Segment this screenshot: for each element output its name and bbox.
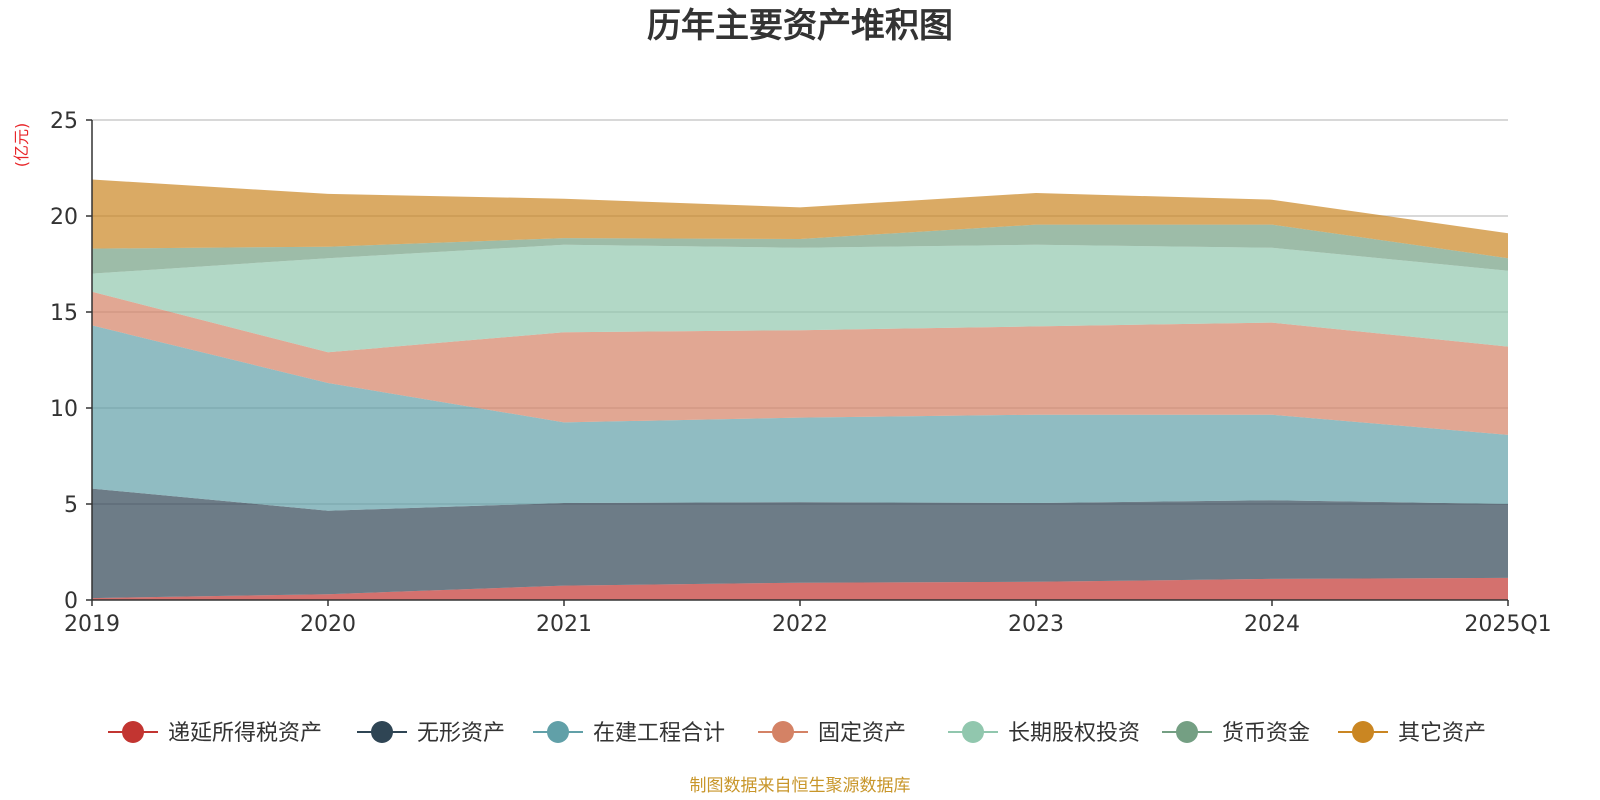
y-tick-label: 15 xyxy=(50,301,78,326)
legend-label: 固定资产 xyxy=(818,721,906,746)
legend-item-7[interactable]: 其它资产 xyxy=(1338,721,1486,746)
legend-label: 其它资产 xyxy=(1398,721,1486,746)
area-series-7[interactable] xyxy=(92,179,1508,259)
legend-item-3[interactable]: 在建工程合计 xyxy=(533,721,725,746)
area-series-3[interactable] xyxy=(92,325,1508,511)
legend-item-5[interactable]: 长期股权投资 xyxy=(948,721,1140,746)
legend-item-4[interactable]: 固定资产 xyxy=(758,721,906,746)
data-source-note: 制图数据来自恒生聚源数据库 xyxy=(690,776,911,796)
x-tick-label: 2022 xyxy=(772,612,828,637)
legend-label: 长期股权投资 xyxy=(1008,721,1140,746)
area-series-5[interactable] xyxy=(92,244,1508,353)
legend-label: 货币资金 xyxy=(1222,721,1310,746)
y-tick-label: 10 xyxy=(50,397,78,422)
area-series-2[interactable] xyxy=(92,488,1508,599)
x-tick-label: 2023 xyxy=(1008,612,1064,637)
legend-marker xyxy=(547,721,569,743)
chart-title: 历年主要资产堆积图 xyxy=(647,6,953,46)
area-series-1[interactable] xyxy=(92,577,1508,600)
x-tick-label: 2025Q1 xyxy=(1464,612,1551,637)
legend-marker xyxy=(1176,721,1198,743)
axes: 0 5 10 15 20 25 2019 2020 2021 2022 2023 2024 2025Q1 xyxy=(50,109,1552,637)
y-tick-label: 5 xyxy=(64,493,78,518)
legend-label: 在建工程合计 xyxy=(593,721,725,746)
x-tick-label: 2020 xyxy=(300,612,356,637)
legend[interactable]: 递延所得税资产 无形资产 在建工程合计 固定资产 长期股权投资 货币资金 其它资产 xyxy=(108,721,1486,746)
legend-marker xyxy=(772,721,794,743)
legend-marker xyxy=(962,721,984,743)
area-series xyxy=(92,179,1508,600)
y-tick-label: 20 xyxy=(50,205,78,230)
y-tick-label: 0 xyxy=(64,589,78,614)
y-unit-label: (亿元) xyxy=(12,123,31,168)
legend-item-1[interactable]: 递延所得税资产 xyxy=(108,721,322,746)
legend-marker xyxy=(122,721,144,743)
legend-marker xyxy=(1352,721,1374,743)
legend-item-6[interactable]: 货币资金 xyxy=(1162,721,1310,746)
y-tick-label: 25 xyxy=(50,109,78,134)
legend-label: 无形资产 xyxy=(417,721,505,746)
area-series-4[interactable] xyxy=(92,291,1508,435)
x-tick-label: 2024 xyxy=(1244,612,1300,637)
legend-label: 递延所得税资产 xyxy=(168,721,322,746)
area-series-6[interactable] xyxy=(92,224,1508,274)
legend-item-2[interactable]: 无形资产 xyxy=(357,721,505,746)
x-tick-label: 2019 xyxy=(64,612,120,637)
legend-marker xyxy=(371,721,393,743)
x-tick-label: 2021 xyxy=(536,612,592,637)
